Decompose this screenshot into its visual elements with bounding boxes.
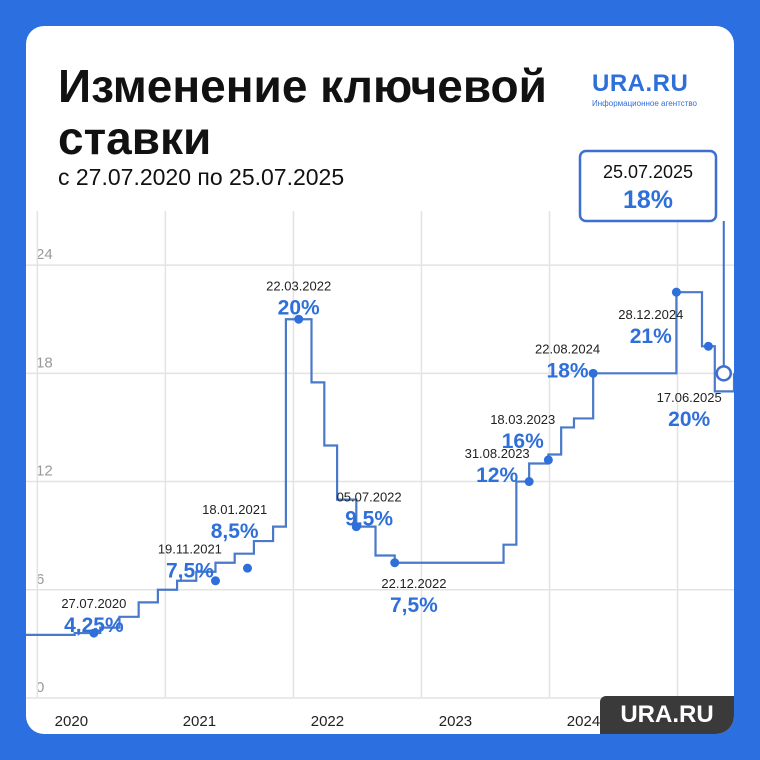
rate-chart: 0612182420202021202220232024202527.07.20…: [26, 149, 734, 730]
x-tick-label: 2021: [183, 713, 216, 730]
x-tick-label: 2020: [55, 713, 88, 730]
x-tick-label: 2022: [311, 713, 344, 730]
y-tick-label: 6: [36, 571, 44, 588]
x-tick-label: 2024: [567, 713, 600, 730]
ura-logo[interactable]: URA.RU Информационное агентство: [592, 70, 697, 108]
point-rate-label: 7,5%: [390, 594, 438, 617]
point-rate-label: 20%: [278, 296, 320, 319]
data-point: [524, 477, 534, 487]
callout-box: [578, 149, 718, 223]
point-date-label: 28.12.2024: [618, 307, 683, 322]
point-rate-label: 7,5%: [166, 560, 214, 583]
point-rate-label: 8,5%: [211, 520, 259, 543]
ura-badge: URA.RU: [600, 696, 734, 734]
y-tick-label: 18: [36, 354, 53, 371]
point-date-label: 22.03.2022: [266, 278, 331, 293]
current-rate-point: [715, 365, 733, 382]
callout-rate-label: 18%: [623, 186, 673, 214]
data-point: [89, 628, 99, 638]
data-point: [294, 314, 304, 324]
point-date-label: 22.12.2022: [381, 576, 446, 591]
point-rate-label: 4,25%: [64, 614, 124, 637]
y-tick-label: 12: [36, 463, 53, 480]
point-date-label: 27.07.2020: [61, 596, 126, 611]
point-rate-label: 12%: [476, 464, 518, 487]
point-date-label: 05.07.2022: [337, 489, 402, 504]
y-tick-label: 0: [36, 679, 44, 696]
point-date-label: 31.08.2023: [465, 446, 530, 461]
data-point: [210, 576, 220, 586]
point-rate-label: 9,5%: [345, 507, 393, 530]
point-date-label: 18.03.2023: [490, 412, 555, 427]
y-tick-label: 24: [36, 246, 53, 263]
chart-title: Изменение ключевой ставки: [58, 60, 547, 164]
logo-text: URA.RU: [592, 70, 689, 97]
data-point: [351, 522, 361, 532]
callout-date-label: 25.07.2025: [603, 162, 693, 182]
data-point: [543, 455, 553, 465]
chart-subtitle: с 27.07.2020 по 25.07.2025: [58, 164, 345, 190]
point-date-label: 17.06.2025: [657, 390, 722, 405]
chart-card: Изменение ключевой ставки с 27.07.2020 п…: [26, 26, 734, 734]
x-tick-label: 2023: [439, 713, 472, 730]
point-rate-label: 21%: [630, 325, 672, 348]
point-rate-label: 16%: [502, 430, 544, 453]
point-rate-label: 20%: [668, 408, 710, 431]
logo-subtext: Информационное агентство: [592, 99, 697, 108]
point-date-label: 22.08.2024: [535, 341, 600, 356]
point-date-label: 19.11.2021: [158, 542, 222, 557]
data-point: [588, 368, 598, 378]
rate-step-line: [26, 291, 734, 636]
data-point: [242, 563, 252, 573]
data-point: [390, 558, 400, 568]
point-rate-label: 18%: [547, 359, 589, 382]
point-date-label: 18.01.2021: [202, 502, 267, 517]
data-point: [671, 287, 681, 297]
data-point: [703, 341, 713, 351]
